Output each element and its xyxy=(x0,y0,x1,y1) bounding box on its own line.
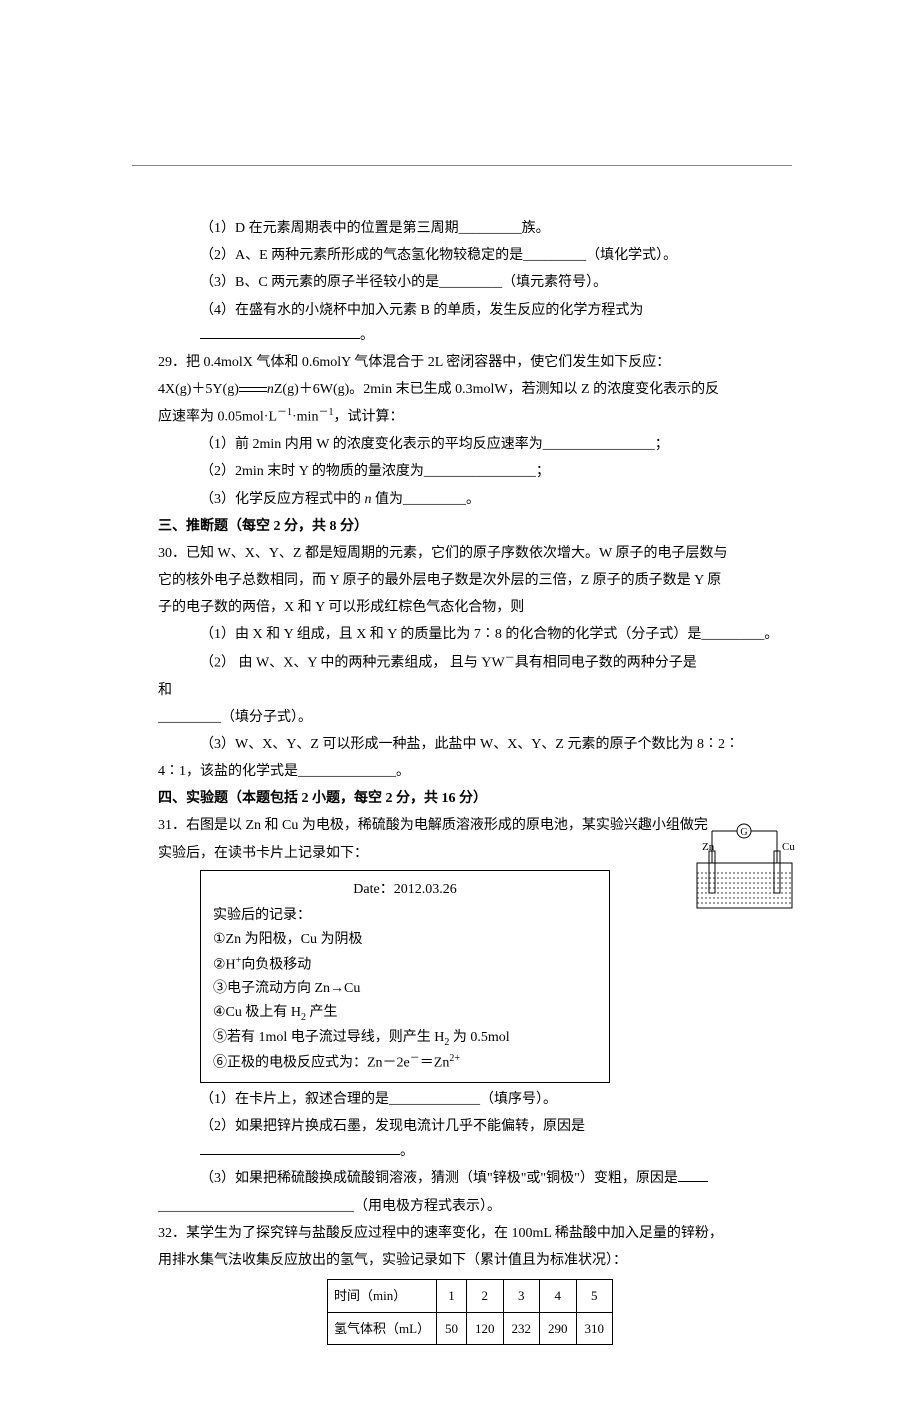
diagram-svg: G Zn Cu xyxy=(692,823,797,918)
data-table: 时间（min） 1 2 3 4 5 氢气体积（mL） 50 120 232 29… xyxy=(327,1279,613,1345)
card-item2-prefix: ②H xyxy=(213,957,236,972)
top-rule xyxy=(132,165,792,166)
q30-part3-l1: （3）W、X、Y、Z 可以形成一种盐，此盐中 W、X、Y、Z 元素的原子个数比为… xyxy=(158,732,782,757)
table-cell: 时间（min） xyxy=(327,1280,436,1312)
q30-part2-l2: 和 xyxy=(158,678,782,703)
card-item1: ①Zn 为阳极，Cu 为阴极 xyxy=(213,928,597,952)
q29-stem-l3-text: 应速率为 0.05mol·L xyxy=(158,410,277,425)
q31-part2: （2）如果把锌片换成石墨，发现电流计几乎不能偏转，原因是。 xyxy=(158,1114,782,1164)
q30-part3-l2: 4∶1，该盐的化学式是______________。 xyxy=(158,759,782,784)
card-item5-prefix: ⑤若有 1mol 电子流过导线，则产生 H xyxy=(213,1030,444,1045)
table-cell: 4 xyxy=(540,1280,577,1312)
card-item2: ②H+向负极移动 xyxy=(213,952,597,977)
q28-part4-prefix: （4）在盛有水的小烧杯中加入元素 B 的单质，发生反应的化学方程式为 xyxy=(200,303,643,318)
equilibrium-icon xyxy=(239,383,267,397)
card-item6-prefix: ⑥正极的电极反应式为：Zn－2e xyxy=(213,1056,410,1071)
q28-part4: （4）在盛有水的小烧杯中加入元素 B 的单质，发生反应的化学方程式为。 xyxy=(158,298,782,348)
q29-n: n xyxy=(267,382,274,397)
card-item6: ⑥正极的电极反应式为：Zn－2e－＝Zn2+ xyxy=(213,1050,597,1075)
q30-part2-l3: _________（填分子式）。 xyxy=(158,705,782,730)
q28-part1: （1）D 在元素周期表中的位置是第三周期_________族。 xyxy=(158,216,782,241)
section3-title: 三、推断题（每空 2 分，共 8 分） xyxy=(158,514,782,539)
g-label: G xyxy=(740,827,747,838)
blank xyxy=(678,1166,708,1182)
q30-part2-l1-suffix: 具有相同电子数的两种分子是 xyxy=(515,655,697,670)
q31-part1: （1）在卡片上，叙述合理的是_____________（填序号）。 xyxy=(158,1087,782,1112)
q29-part3-n: n xyxy=(365,492,372,507)
q28-part2: （2）A、E 两种元素所形成的气态氢化物较稳定的是_________（填化学式）… xyxy=(158,243,782,268)
q31-part3-l1: （3）如果把稀硫酸换成硫酸铜溶液，猜测（填"锌极"或"铜极"）变粗，原因是 xyxy=(158,1166,782,1191)
table-cell: 2 xyxy=(467,1280,504,1312)
q28-part4-suffix: 。 xyxy=(360,328,374,343)
blank xyxy=(200,323,360,339)
sup: －1 xyxy=(277,407,292,418)
card-date: Date：2012.03.26 xyxy=(213,877,597,904)
sup: － xyxy=(410,1053,420,1064)
section4-title: 四、实验题（本题包括 2 小题，每空 2 分，共 16 分） xyxy=(158,786,782,811)
q31-part3-l2: ____________________________（用电极方程式表示）。 xyxy=(158,1194,782,1219)
q32-stem-l2: 用排水集气法收集反应放出的氢气，实验记录如下（累计值且为标准状况）： xyxy=(158,1248,782,1273)
experiment-card: Date：2012.03.26 实验后的记录： ①Zn 为阳极，Cu 为阴极 ②… xyxy=(200,870,610,1083)
sup: － xyxy=(505,653,515,664)
q29-part3-suffix: 值为_________。 xyxy=(372,492,481,507)
table-row: 氢气体积（mL） 50 120 232 290 310 xyxy=(327,1312,612,1344)
q29-part3: （3）化学反应方程式中的 n 值为_________。 xyxy=(158,487,782,512)
q29-stem-l3-end: ，试计算： xyxy=(333,410,403,425)
q30-part2-l1: （2） 由 W、X、Y 中的两种元素组成， 且与 YW－具有相同电子数的两种分子… xyxy=(158,650,782,676)
q30-part2-l1-prefix: （2） 由 W、X、Y 中的两种元素组成， 且与 YW xyxy=(200,655,505,670)
sup: －1 xyxy=(318,407,333,418)
q28-part3: （3）B、C 两元素的原子半径较小的是_________（填元素符号）。 xyxy=(158,270,782,295)
table-cell: 232 xyxy=(503,1312,540,1344)
card-item3: ③电子流动方向 Zn→Cu xyxy=(213,977,597,1001)
q30-part1: （1）由 X 和 Y 组成，且 X 和 Y 的质量比为 7∶8 的化合物的化学式… xyxy=(158,622,782,647)
q29-stem-l1: 29．把 0.4molX 气体和 0.6molY 气体混合于 2L 密闭容器中，… xyxy=(158,350,782,375)
cu-label: Cu xyxy=(782,841,795,853)
table-cell: 3 xyxy=(503,1280,540,1312)
q31-part3-l1-prefix: （3）如果把稀硫酸换成硫酸铜溶液，猜测（填"锌极"或"铜极"）变粗，原因是 xyxy=(200,1171,678,1186)
card-title: 实验后的记录： xyxy=(213,904,597,928)
table-cell: 50 xyxy=(437,1312,467,1344)
table-cell: 氢气体积（mL） xyxy=(327,1312,436,1344)
table-row: 时间（min） 1 2 3 4 5 xyxy=(327,1280,612,1312)
q29-stem-l3-mid: ·min xyxy=(292,410,318,425)
card-item6-mid: ＝Zn xyxy=(420,1056,450,1071)
galvanic-cell-diagram: G Zn Cu xyxy=(692,823,802,923)
card-item2-suffix: 向负极移动 xyxy=(241,957,311,972)
q30-stem-l2: 它的核外电子总数相同，而 Y 原子的最外层电子数是次外层的三倍，Z 原子的质子数… xyxy=(158,568,782,593)
blank xyxy=(200,1139,400,1155)
q29-part2: （2）2min 末时 Y 的物质的量浓度为________________； xyxy=(158,459,782,484)
table-cell: 310 xyxy=(576,1312,613,1344)
card-item4-suffix: 产生 xyxy=(306,1005,338,1020)
q29-part1: （1）前 2min 内用 W 的浓度变化表示的平均反应速率为__________… xyxy=(158,432,782,457)
q29-part3-prefix: （3）化学反应方程式中的 xyxy=(200,492,365,507)
q31-part2-prefix: （2）如果把锌片换成石墨，发现电流计几乎不能偏转，原因是 xyxy=(200,1119,585,1134)
q31-stem-l1: 31．右图是以 Zn 和 Cu 为电极，稀硫酸为电解质溶液形成的原电池，某实验兴… xyxy=(158,813,782,838)
card-item4-prefix: ④Cu 极上有 H xyxy=(213,1005,301,1020)
card-item4: ④Cu 极上有 H2 产生 xyxy=(213,1001,597,1026)
table-cell: 120 xyxy=(467,1312,504,1344)
q29-stem-l2a: 4X(g)＋5Y(g) xyxy=(158,382,239,397)
q31-part2-suffix: 。 xyxy=(400,1144,414,1159)
q30-stem-l3: 子的电子数的两倍，X 和 Y 可以形成红棕色气态化合物，则 xyxy=(158,595,782,620)
q29-stem-l2b: Z(g)＋6W(g)。2min 末已生成 0.3molW，若测知以 Z 的浓度变… xyxy=(274,382,719,397)
card-item5-suffix: 为 0.5mol xyxy=(449,1030,509,1045)
table-cell: 290 xyxy=(540,1312,577,1344)
q29-stem-l2: 4X(g)＋5Y(g) nZ(g)＋6W(g)。2min 末已生成 0.3molW… xyxy=(158,377,782,402)
card-item5: ⑤若有 1mol 电子流过导线，则产生 H2 为 0.5mol xyxy=(213,1026,597,1051)
q31-stem-l2: 实验后，在读书卡片上记录如下： xyxy=(158,841,782,866)
sup: 2+ xyxy=(449,1053,460,1064)
q30-stem-l1: 30．已知 W、X、Y、Z 都是短周期的元素，它们的原子序数依次增大。W 原子的… xyxy=(158,541,782,566)
table-cell: 5 xyxy=(576,1280,613,1312)
table-cell: 1 xyxy=(437,1280,467,1312)
q29-stem-l3: 应速率为 0.05mol·L－1·min－1，试计算： xyxy=(158,404,782,430)
q32-stem-l1: 32．某学生为了探究锌与盐酸反应过程中的速率变化，在 100mL 稀盐酸中加入足… xyxy=(158,1221,782,1246)
document-content: （1）D 在元素周期表中的位置是第三周期_________族。 （2）A、E 两… xyxy=(158,165,782,1345)
